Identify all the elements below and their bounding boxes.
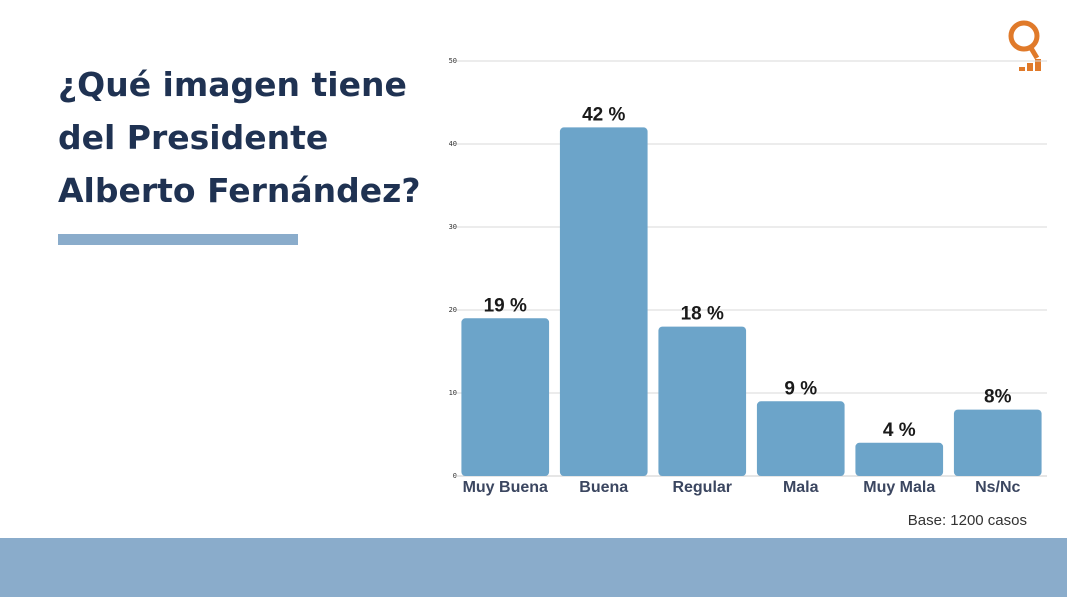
y-tick-label: 40 [449,140,457,148]
y-tick-label: 30 [449,223,457,231]
bar [855,442,944,476]
data-label: 18 % [681,304,724,325]
data-label: 42 % [582,104,625,125]
chart-title: ¿Qué imagen tiene del Presidente Alberto… [58,65,421,210]
bar [559,127,648,477]
data-label: 4 % [883,420,916,441]
y-tick-label: 20 [449,306,457,314]
x-tick-label: Regular [672,479,732,496]
data-label: 8% [984,387,1012,408]
x-tick-label: Muy Buena [463,479,548,496]
footer-band [0,538,1067,597]
y-tick-label: 0 [453,472,457,480]
x-tick-label: Ns/Nc [975,479,1020,496]
title-underline [58,234,298,245]
bar [658,326,747,476]
x-tick-label: Mala [783,479,819,496]
data-label: 9 % [784,378,817,399]
x-tick-label: Muy Mala [863,479,935,496]
q-signal-logo-icon [1008,20,1041,71]
data-label: 19 % [484,295,527,316]
bar [756,401,845,476]
y-tick-label: 50 [449,57,457,65]
bar-chart: 0 10 20 30 40 50 19 % Muy Buena 42 % Buena 18 % Reg… [449,57,1047,496]
base-note: Base: 1200 casos [907,512,1027,529]
bar [953,409,1042,476]
y-tick-label: 10 [449,389,457,397]
x-tick-label: Buena [579,479,628,496]
bar [461,318,550,476]
